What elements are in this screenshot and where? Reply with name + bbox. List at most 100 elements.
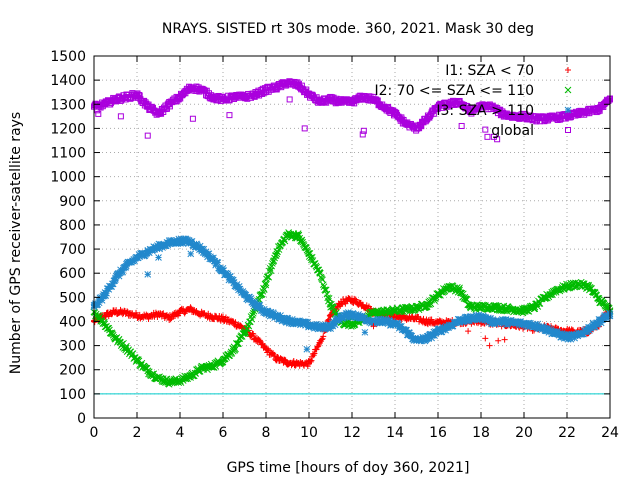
dense-point-1-391	[378, 309, 386, 317]
y-tick-label: 100	[59, 387, 86, 403]
x-tick-label: 8	[262, 425, 271, 441]
dense-point-2-311	[319, 321, 327, 329]
dense-point-2-688	[597, 319, 605, 327]
dense-point-1-216	[249, 309, 257, 317]
dense-point-1-288	[302, 244, 310, 252]
dense-point-1-311	[319, 281, 327, 289]
dense-point-1-307	[316, 269, 324, 277]
dense-point-2-174	[218, 267, 226, 275]
legend-label-1: I2: 70 <= SZA <= 110	[374, 83, 534, 99]
outlier-point-2-1	[155, 254, 162, 261]
dense-point-0-299	[311, 350, 318, 357]
dense-point-2-197	[235, 283, 243, 290]
dense-point-1-186	[227, 348, 235, 356]
series-2	[90, 235, 614, 345]
dense-point-1-215	[249, 311, 256, 319]
dense-point-2-635	[558, 330, 566, 337]
dense-point-0-304	[315, 343, 322, 350]
dense-point-0-216	[250, 331, 257, 338]
x-axis-label: GPS time [hours of doy 360, 2021]	[227, 460, 470, 476]
dense-point-0-254	[278, 355, 285, 362]
legend-marker-1	[564, 86, 572, 94]
dense-point-0-295	[308, 357, 315, 364]
dense-point-0-74	[145, 316, 152, 323]
dense-point-2-462	[431, 332, 438, 340]
dense-point-2-591	[526, 321, 534, 329]
legend: I1: SZA < 70 I2: 70 <= SZA <= 110 I3: SZA …	[374, 63, 572, 139]
dense-point-2-444	[417, 337, 425, 345]
dense-point-1-300	[311, 260, 319, 267]
x-tick-label: 10	[300, 425, 318, 441]
dense-point-2-559	[502, 316, 510, 323]
outlier-point-0-1	[95, 110, 102, 117]
x-tick-label: 6	[219, 425, 228, 441]
dense-point-2-502	[460, 318, 468, 325]
dense-point-0-453	[424, 321, 431, 328]
dense-point-2-234	[263, 310, 270, 318]
dense-point-2-313	[321, 326, 329, 333]
dense-point-2-647	[567, 335, 575, 343]
dense-point-2-26	[109, 280, 117, 288]
dense-point-0-36	[117, 306, 124, 313]
dense-point-2-43	[122, 264, 130, 271]
dense-point-2-11	[98, 297, 106, 304]
dense-point-1-576	[515, 306, 522, 314]
dense-point-2-541	[489, 316, 497, 323]
outlier-point-0-2	[117, 113, 124, 120]
dense-point-2-454	[425, 335, 433, 342]
dense-point-0-46	[124, 309, 131, 316]
dense-point-0-294	[307, 358, 314, 365]
dense-point-0-309	[318, 336, 325, 343]
dense-point-0-458	[428, 316, 435, 323]
dense-point-2-608	[538, 326, 546, 334]
dense-point-2-202	[239, 288, 247, 295]
dense-point-2-190	[230, 278, 238, 286]
dense-point-0-224	[256, 338, 263, 345]
x-tick-label: 4	[176, 425, 185, 441]
y-tick-label: 0	[77, 411, 86, 427]
outlier-point-0-12	[484, 133, 491, 140]
dense-point-2-16	[102, 292, 110, 299]
dense-point-2-89	[156, 245, 163, 253]
dense-point-0-362	[357, 299, 364, 306]
dense-point-0-104	[167, 316, 174, 323]
dense-point-2-17	[103, 289, 110, 297]
dense-point-0-447	[420, 315, 427, 322]
dense-point-2-428	[406, 329, 413, 337]
y-tick-label: 500	[59, 290, 86, 306]
dense-point-2-667	[582, 325, 590, 333]
dense-point-2-669	[583, 328, 591, 336]
outlier-point-0-5	[226, 112, 233, 119]
dense-point-2-610	[540, 323, 548, 330]
dense-point-2-602	[534, 320, 542, 328]
outlier-point-1-2	[482, 335, 489, 342]
dense-point-1-282	[298, 236, 306, 244]
axes: 0 2 4 6 8 10 12 14 16 18 20 22 240100200300400500600…	[50, 49, 619, 441]
outlier-point-0-14	[494, 136, 501, 143]
dense-point-1-277	[294, 230, 302, 237]
dense-point-2-592	[527, 319, 534, 327]
legend-marker-2	[564, 106, 572, 114]
dense-point-1-204	[241, 328, 248, 336]
y-axis-label: Number of GPS receiver-satellite rays	[8, 112, 24, 374]
outlier-point-0-7	[301, 125, 308, 132]
dense-point-2-280	[297, 321, 304, 329]
chart-title: NRAYS. SISTED rt 30s mode. 360, 2021. Ma…	[162, 21, 534, 37]
dense-point-0-311	[320, 333, 327, 340]
dense-point-2-24	[108, 283, 116, 290]
dense-point-1-44	[123, 342, 130, 350]
dense-point-0-296	[309, 353, 316, 360]
dense-point-0-259	[281, 356, 288, 363]
outlier-point-1-1	[465, 328, 472, 335]
dense-point-2-153	[203, 251, 211, 258]
legend-marker-3	[565, 127, 571, 133]
dense-point-2-269	[288, 316, 296, 323]
dense-point-0-249	[274, 353, 281, 360]
dense-point-2-162	[210, 254, 217, 262]
dense-point-2-367	[361, 314, 368, 322]
dense-point-2-231	[260, 305, 268, 313]
outlier-point-2-4	[361, 328, 369, 336]
outlier-point-0-4	[189, 115, 196, 122]
y-tick-label: 1200	[50, 121, 86, 137]
